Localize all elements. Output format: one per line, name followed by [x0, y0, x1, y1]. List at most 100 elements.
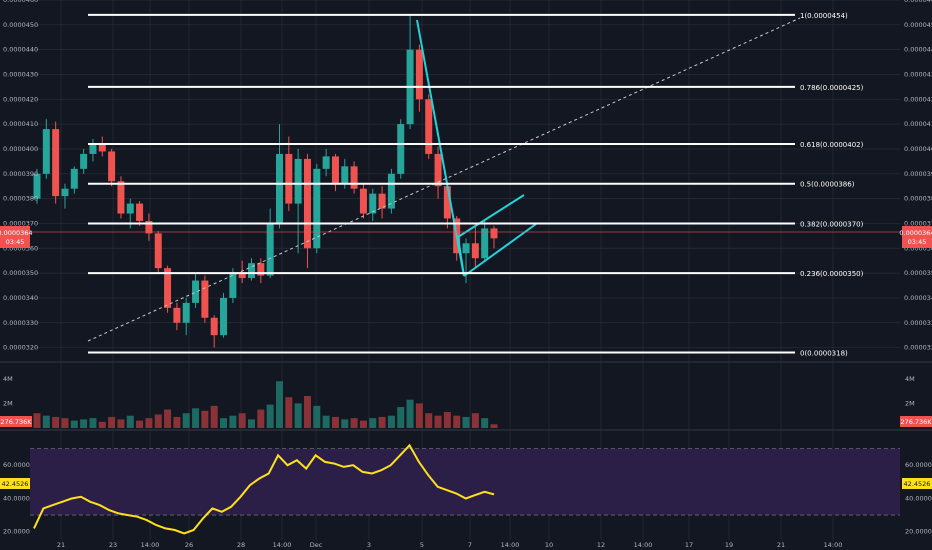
- candle-body[interactable]: [248, 263, 256, 279]
- volume-bar: [294, 403, 302, 428]
- candle-body[interactable]: [42, 129, 50, 174]
- candle-body[interactable]: [350, 166, 358, 189]
- pattern-line-upper[interactable]: [457, 194, 525, 238]
- candle-body[interactable]: [341, 166, 349, 184]
- candle-body[interactable]: [61, 188, 69, 197]
- volume-value-badge-right: 276.736K: [900, 416, 932, 427]
- candle-body[interactable]: [359, 188, 367, 214]
- candle-body[interactable]: [471, 243, 479, 259]
- volume-value-badge-left: 276.736K: [0, 416, 32, 427]
- volume-bar: [341, 419, 349, 428]
- candle-body[interactable]: [238, 273, 246, 279]
- fib-level-label: 0.236(0.0000350): [800, 270, 864, 278]
- price-axis-label-left: 0.0000440: [3, 46, 38, 54]
- time-axis-label: 23: [109, 541, 117, 549]
- volume-bar: [490, 424, 498, 428]
- candle-body[interactable]: [434, 153, 442, 187]
- price-axis-label-left: 0.0000330: [3, 319, 38, 327]
- candle-body[interactable]: [210, 317, 218, 336]
- candle-body[interactable]: [462, 243, 470, 254]
- volume-bar: [481, 418, 489, 428]
- candle-body[interactable]: [322, 156, 330, 169]
- candle-body[interactable]: [378, 193, 386, 209]
- candle-body[interactable]: [294, 158, 302, 204]
- candle-body[interactable]: [331, 156, 339, 184]
- candle-body[interactable]: [145, 220, 153, 234]
- candle-body[interactable]: [397, 124, 405, 174]
- pattern-line-lower[interactable]: [463, 223, 537, 277]
- volume-axis-label: 2M: [905, 399, 915, 407]
- candle-body[interactable]: [387, 173, 395, 209]
- time-axis-label: 14:00: [273, 541, 292, 549]
- candle-body[interactable]: [154, 233, 162, 269]
- rsi-axis-label: 60.0000: [3, 461, 30, 469]
- volume-bar: [89, 418, 97, 428]
- candle-body[interactable]: [108, 151, 116, 182]
- volume-bar: [61, 418, 69, 428]
- candle-body[interactable]: [192, 280, 200, 303]
- candle-body[interactable]: [52, 129, 60, 197]
- candle-body[interactable]: [70, 168, 78, 189]
- price-axis-label-left: 0.0000350: [3, 269, 38, 277]
- candle-body[interactable]: [126, 203, 134, 214]
- candle-body[interactable]: [257, 263, 265, 276]
- candle-body[interactable]: [136, 203, 144, 221]
- volume-bar: [471, 413, 479, 428]
- drawings[interactable]: [87, 17, 801, 342]
- time-axis-label: 21: [57, 541, 65, 549]
- volume-bar: [248, 419, 256, 428]
- price-axis-label-right: 0.0000370: [904, 219, 932, 227]
- candle-body[interactable]: [313, 168, 321, 249]
- volume-bar: [52, 416, 60, 428]
- trend-line-dashed[interactable]: [87, 17, 801, 342]
- candle-body[interactable]: [80, 153, 88, 169]
- rsi-axis-label: 40.0000: [3, 494, 30, 502]
- pattern-line-drop[interactable]: [416, 19, 465, 277]
- candle-body[interactable]: [481, 228, 489, 259]
- volume-bar: [350, 418, 358, 428]
- candle-body[interactable]: [182, 302, 190, 323]
- candle-body[interactable]: [266, 223, 274, 276]
- candle-body[interactable]: [275, 153, 283, 224]
- time-axis-label: 14:00: [634, 541, 653, 549]
- svg-text:42.4526: 42.4526: [904, 480, 931, 488]
- fib-level-label: 0.5(0.0000386): [800, 181, 855, 189]
- candle-body[interactable]: [164, 268, 172, 308]
- volume-bar: [145, 418, 153, 428]
- volume-bar: [275, 381, 283, 428]
- volume-bar: [154, 414, 162, 428]
- price-axis-label-right: 0.0000320: [904, 344, 932, 352]
- price-axis-label-right: 0.0000440: [904, 46, 932, 54]
- price-axis-label-right: 0.0000430: [904, 70, 932, 78]
- candle-body[interactable]: [229, 273, 237, 298]
- current-price-badge-right: 0.0000364 03:45: [899, 226, 932, 248]
- candle-body[interactable]: [201, 280, 209, 318]
- time-axis-label: 12: [597, 541, 605, 549]
- candle-body[interactable]: [415, 49, 423, 100]
- candle-body[interactable]: [285, 153, 293, 204]
- fib-retracement[interactable]: 1(0.0000454) 0.786(0.0000425) 0.618(0.0000…: [88, 12, 864, 358]
- candle-body[interactable]: [98, 144, 106, 152]
- volume-axis-label: 2M: [3, 399, 13, 407]
- candle-body[interactable]: [173, 307, 181, 323]
- candle-body[interactable]: [220, 297, 228, 336]
- candle-body[interactable]: [369, 193, 377, 214]
- pattern-line-apex[interactable]: [457, 236, 465, 277]
- price-axis-label-right: 0.0000390: [904, 170, 932, 178]
- candle-body[interactable]: [89, 144, 97, 154]
- candle-body[interactable]: [443, 186, 451, 219]
- price-axis-label-left: 0.0000430: [3, 70, 38, 78]
- price-axis-label-right: 0.0000360: [904, 244, 932, 252]
- candle-body[interactable]: [117, 181, 125, 214]
- candle-body[interactable]: [490, 228, 498, 239]
- candle-body[interactable]: [33, 173, 41, 199]
- candle-body[interactable]: [425, 99, 433, 154]
- svg-text:42.4526: 42.4526: [2, 480, 29, 488]
- svg-text:276.736K: 276.736K: [0, 418, 32, 426]
- volume-bar: [70, 420, 78, 428]
- volume-bar: [42, 415, 50, 428]
- candle-body[interactable]: [303, 158, 311, 249]
- volume-bar: [238, 413, 246, 428]
- time-axis-label: 14:00: [501, 541, 520, 549]
